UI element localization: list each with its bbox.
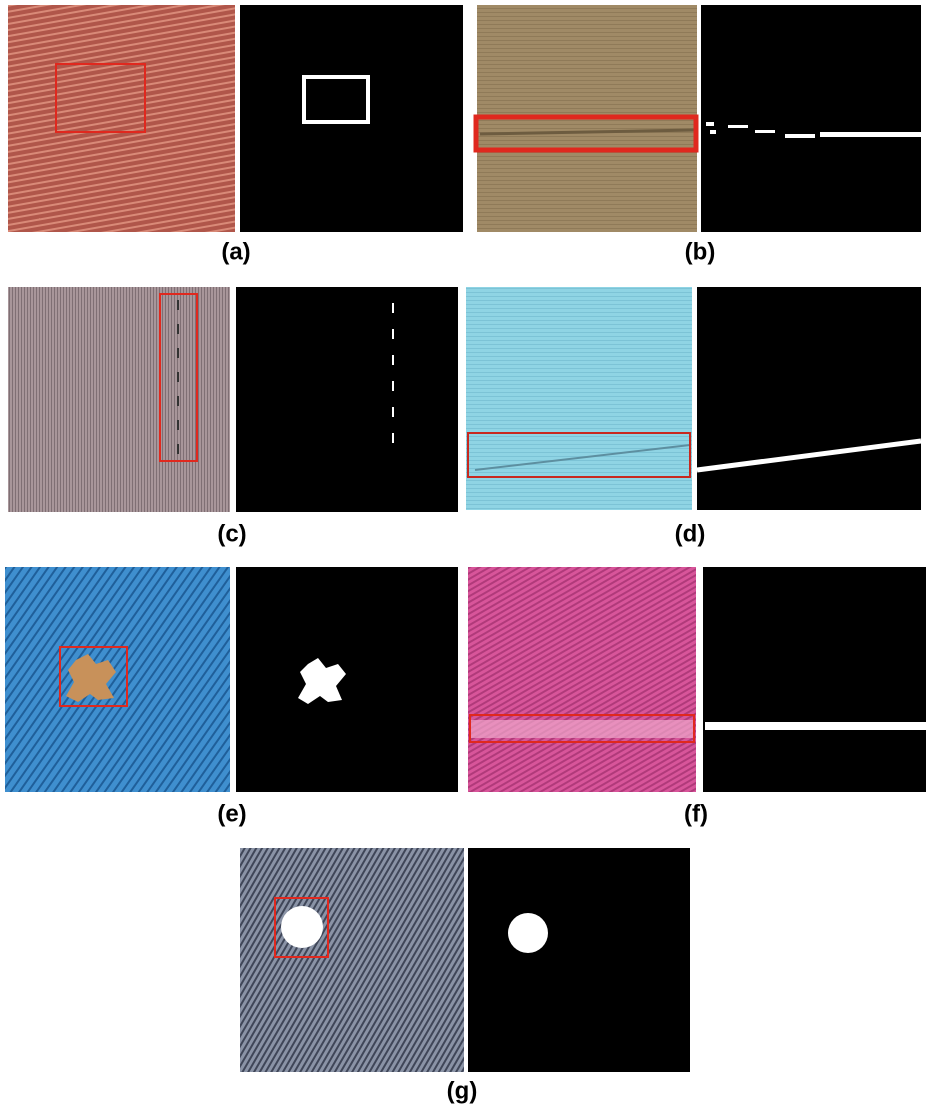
panel-label: (f)	[684, 800, 708, 827]
fabric-image	[240, 848, 464, 1072]
defect	[470, 720, 694, 738]
defect-mask	[508, 913, 548, 953]
mask-image	[240, 5, 463, 232]
panel-label: (d)	[675, 520, 706, 547]
panel-label: (b)	[685, 238, 716, 265]
fabric-image	[8, 5, 235, 232]
panel-label: (g)	[447, 1077, 478, 1104]
panel-label: (a)	[221, 238, 250, 265]
mask-image	[236, 287, 458, 512]
mask-image	[703, 567, 926, 792]
mask-image	[236, 567, 458, 792]
figure: (a) (b) (c) (d) (e) (f) (g)	[0, 0, 926, 1112]
fabric-image	[468, 567, 696, 792]
mask-image	[697, 287, 921, 510]
mask-image	[701, 5, 921, 232]
defect-mask	[705, 722, 926, 730]
panel-label: (c)	[217, 520, 246, 547]
mask-image	[468, 848, 690, 1072]
panel-label: (e)	[217, 800, 246, 827]
defect	[281, 906, 323, 948]
fabric-image	[5, 567, 230, 792]
